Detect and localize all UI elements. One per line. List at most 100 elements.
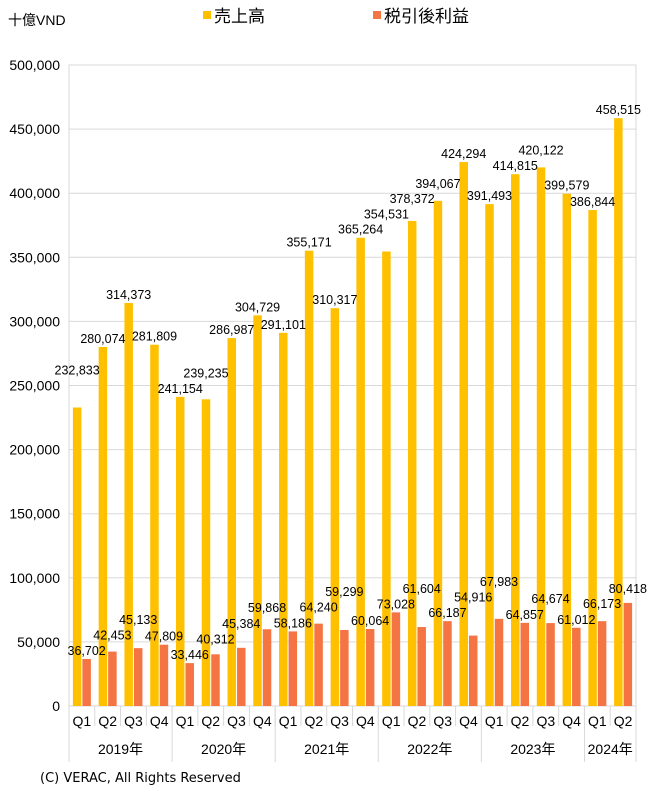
data-label-revenue: 414,815 — [493, 159, 538, 173]
data-label-net-profit: 59,868 — [248, 601, 286, 615]
x-group-label-year: 2021年 — [304, 741, 349, 757]
bar-net-profit — [546, 623, 555, 706]
legend-item-revenue: 売上高 — [203, 2, 265, 27]
legend-swatch-revenue — [203, 10, 211, 19]
bar-net-profit — [572, 627, 581, 706]
x-tick-label-quarter: Q2 — [304, 713, 323, 729]
bar-revenue — [279, 332, 288, 706]
x-tick-label-quarter: Q2 — [614, 713, 633, 729]
data-label-net-profit: 61,604 — [403, 582, 441, 596]
bar-revenue — [98, 346, 108, 706]
data-label-revenue: 365,264 — [338, 223, 383, 237]
x-tick-label-quarter: Q1 — [176, 713, 195, 729]
y-tick-label: 50,000 — [17, 634, 60, 650]
data-label-net-profit: 64,240 — [299, 601, 337, 615]
x-tick-label-quarter: Q4 — [356, 713, 375, 729]
bar-revenue — [304, 250, 314, 706]
data-label-net-profit: 60,064 — [351, 614, 389, 628]
x-tick-label-quarter: Q1 — [588, 713, 607, 729]
y-tick-label: 450,000 — [9, 121, 60, 137]
data-label-revenue: 291,101 — [261, 318, 306, 332]
x-tick-label-quarter: Q2 — [98, 713, 117, 729]
bar-net-profit — [288, 631, 298, 706]
x-tick-label-quarter: Q2 — [511, 713, 530, 729]
bar-revenue — [175, 396, 185, 706]
bar-net-profit — [623, 602, 633, 706]
data-label-net-profit: 66,173 — [583, 597, 621, 611]
y-tick-label: 200,000 — [9, 442, 60, 458]
bar-revenue — [485, 204, 494, 707]
bar-net-profit — [468, 635, 478, 706]
data-label-revenue: 391,493 — [467, 189, 512, 203]
y-tick-label: 150,000 — [9, 506, 60, 522]
data-label-revenue: 354,531 — [364, 207, 409, 221]
data-label-revenue: 420,122 — [518, 143, 563, 157]
data-label-net-profit: 73,028 — [377, 597, 415, 611]
data-label-net-profit: 45,384 — [222, 617, 260, 631]
data-label-revenue: 394,067 — [415, 177, 460, 191]
data-label-net-profit: 36,702 — [68, 644, 106, 658]
data-label-net-profit: 64,674 — [531, 592, 569, 606]
x-tick-label-quarter: Q3 — [536, 713, 555, 729]
data-label-revenue: 304,729 — [235, 300, 280, 314]
data-label-net-profit: 64,857 — [506, 608, 544, 622]
bar-revenue — [124, 302, 133, 706]
y-tick-label: 350,000 — [9, 249, 60, 265]
x-tick-label-quarter: Q2 — [201, 713, 220, 729]
bar-net-profit — [211, 654, 220, 706]
data-label-net-profit: 61,012 — [557, 613, 595, 627]
data-label-revenue: 286,987 — [209, 323, 254, 337]
bar-net-profit — [108, 651, 117, 706]
bar-revenue — [536, 167, 546, 707]
x-group-label-year: 2024年 — [588, 741, 633, 757]
x-group-label-year: 2022年 — [407, 741, 452, 757]
y-tick-label: 250,000 — [9, 378, 60, 394]
data-label-revenue: 458,515 — [596, 103, 641, 117]
bar-net-profit — [494, 618, 504, 706]
data-label-net-profit: 42,453 — [93, 629, 131, 643]
x-tick-label-quarter: Q3 — [433, 713, 452, 729]
bar-revenue — [253, 315, 262, 706]
bar-net-profit — [340, 629, 349, 706]
legend-item-net-profit: 税引後利益 — [373, 2, 469, 27]
data-label-revenue: 310,317 — [312, 293, 357, 307]
x-tick-label-quarter: Q3 — [124, 713, 143, 729]
data-label-revenue: 281,809 — [132, 330, 177, 344]
bar-net-profit — [133, 648, 143, 706]
bar-revenue — [459, 162, 468, 706]
x-group-label-year: 2020年 — [201, 741, 246, 757]
data-label-revenue: 314,373 — [106, 288, 151, 302]
x-tick-label-quarter: Q1 — [485, 713, 504, 729]
data-label-revenue: 386,844 — [570, 195, 615, 209]
data-label-revenue: 232,833 — [55, 364, 100, 378]
x-group-label-year: 2023年 — [510, 741, 555, 757]
data-label-revenue: 378,372 — [390, 192, 435, 206]
data-label-net-profit: 54,916 — [454, 591, 492, 605]
x-tick-label-quarter: Q3 — [227, 713, 246, 729]
x-tick-label-quarter: Q1 — [382, 713, 401, 729]
bar-revenue — [407, 220, 417, 706]
legend-label-net-profit: 税引後利益 — [384, 7, 469, 26]
copyright-footer: (C) VERAC, All Rights Reserved — [40, 771, 241, 786]
y-tick-label: 400,000 — [9, 185, 60, 201]
data-label-net-profit: 45,133 — [119, 613, 157, 627]
bar-net-profit — [185, 663, 194, 706]
bar-net-profit — [443, 621, 452, 706]
y-tick-label: 500,000 — [9, 57, 60, 73]
bar-revenue — [356, 237, 365, 706]
x-tick-label-quarter: Q2 — [408, 713, 427, 729]
x-tick-label-quarter: Q1 — [73, 713, 92, 729]
bar-revenue — [72, 407, 82, 706]
x-tick-label-quarter: Q4 — [562, 713, 581, 729]
y-axis-unit: 十億VND — [8, 12, 66, 28]
data-label-net-profit: 59,299 — [325, 585, 363, 599]
bar-revenue — [562, 193, 572, 706]
data-label-net-profit: 66,187 — [428, 606, 466, 620]
bar-net-profit — [597, 621, 607, 706]
y-tick-label: 300,000 — [9, 313, 60, 329]
bar-net-profit — [365, 628, 375, 706]
bar-net-profit — [159, 644, 169, 706]
data-label-net-profit: 58,186 — [274, 616, 312, 630]
data-label-revenue: 424,294 — [441, 147, 486, 161]
